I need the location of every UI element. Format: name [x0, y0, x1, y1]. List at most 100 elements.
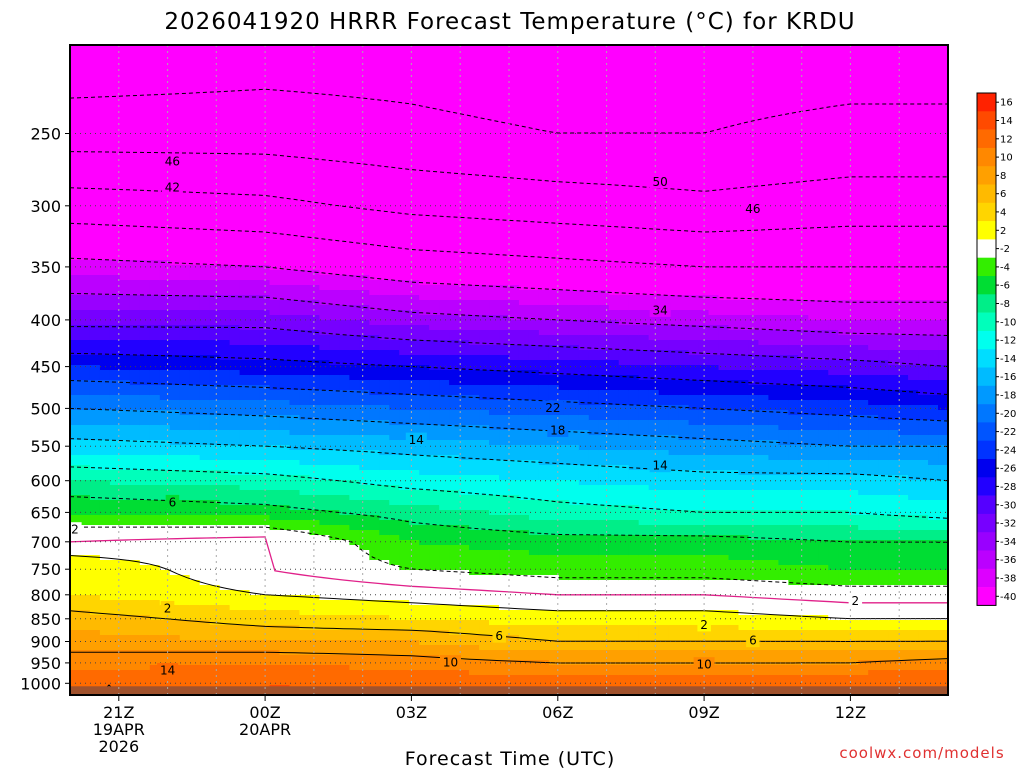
field-cell	[70, 515, 81, 521]
field-cell	[209, 205, 221, 211]
field-cell	[339, 580, 350, 586]
field-cell	[279, 260, 291, 266]
field-cell	[219, 130, 231, 136]
field-cell	[99, 115, 111, 121]
field-cell	[219, 465, 231, 471]
field-cell	[129, 345, 141, 351]
field-cell	[389, 335, 400, 341]
field-cell	[149, 375, 161, 381]
field-cell	[239, 610, 251, 616]
field-cell	[189, 595, 201, 601]
field-cell	[249, 245, 261, 251]
field-cell	[139, 595, 151, 601]
field-cell	[209, 585, 221, 591]
field-cell	[419, 545, 430, 551]
field-cell	[70, 120, 81, 126]
field-cell	[279, 215, 291, 221]
field-cell	[89, 210, 101, 216]
field-cell	[139, 50, 151, 56]
field-cell	[259, 520, 271, 526]
field-cell	[269, 610, 281, 616]
field-cell	[349, 640, 360, 646]
field-cell	[409, 240, 420, 246]
field-cell	[239, 660, 251, 666]
field-cell	[289, 610, 301, 616]
field-cell	[369, 605, 380, 611]
field-cell	[399, 415, 410, 421]
field-cell	[329, 125, 340, 131]
field-cell	[89, 130, 101, 136]
field-cell	[199, 500, 211, 506]
field-cell	[129, 425, 141, 431]
field-cell	[369, 260, 380, 266]
field-cell	[329, 580, 340, 586]
field-cell	[89, 595, 101, 601]
field-cell	[109, 120, 121, 126]
field-cell	[209, 265, 221, 271]
field-cell	[419, 60, 430, 66]
field-cell	[399, 465, 410, 471]
field-cell	[289, 310, 301, 316]
field-cell	[229, 635, 241, 641]
field-cell	[139, 340, 151, 346]
field-cell	[339, 150, 350, 156]
field-cell	[389, 70, 400, 76]
field-cell	[109, 550, 121, 556]
field-cell	[229, 605, 241, 611]
field-cell	[359, 125, 370, 131]
field-cell	[249, 155, 261, 161]
field-cell	[239, 165, 251, 171]
field-cell	[349, 595, 360, 601]
field-cell	[399, 120, 410, 126]
field-cell	[439, 235, 450, 241]
field-cell	[89, 360, 101, 366]
field-cell	[70, 495, 81, 501]
field-cell	[279, 150, 291, 156]
field-cell	[129, 135, 141, 141]
field-cell	[449, 200, 460, 206]
field-cell	[89, 340, 101, 346]
field-cell	[299, 355, 311, 361]
field-cell	[399, 325, 410, 331]
field-cell	[329, 50, 340, 56]
field-cell	[209, 580, 221, 586]
field-cell	[79, 485, 91, 491]
field-cell	[129, 165, 141, 171]
field-cell	[409, 250, 420, 256]
field-cell	[89, 320, 101, 326]
field-cell	[299, 390, 311, 396]
field-cell	[369, 70, 380, 76]
field-cell	[339, 410, 350, 416]
field-cell	[169, 120, 181, 126]
field-cell	[389, 90, 400, 96]
field-cell	[149, 645, 161, 651]
field-cell	[299, 605, 311, 611]
field-cell	[179, 425, 191, 431]
field-cell	[339, 100, 350, 106]
field-cell	[419, 275, 430, 281]
field-cell	[299, 490, 311, 496]
field-cell	[399, 340, 410, 346]
field-cell	[419, 305, 430, 311]
field-cell	[109, 625, 121, 631]
field-cell	[199, 45, 211, 51]
field-cell	[299, 530, 311, 536]
field-cell	[119, 505, 131, 511]
field-cell	[109, 490, 121, 496]
field-cell	[209, 600, 221, 606]
field-cell	[439, 385, 450, 391]
field-cell	[189, 50, 201, 56]
field-cell	[329, 230, 340, 236]
field-cell	[149, 425, 161, 431]
field-cell	[209, 410, 221, 416]
field-cell	[229, 270, 241, 276]
field-cell	[239, 145, 251, 151]
field-cell	[109, 195, 121, 201]
field-cell	[359, 265, 370, 271]
field-cell	[289, 405, 301, 411]
field-cell	[79, 535, 91, 541]
field-cell	[219, 560, 231, 566]
field-cell	[79, 50, 91, 56]
field-cell	[229, 120, 241, 126]
field-cell	[409, 340, 420, 346]
